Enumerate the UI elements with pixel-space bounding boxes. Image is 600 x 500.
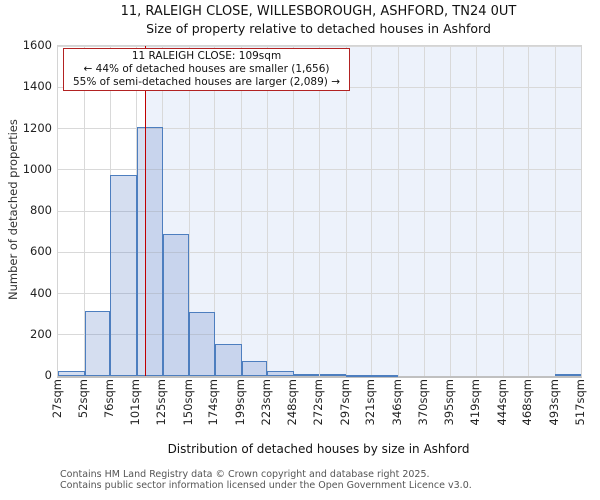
- vertical-gridline: [84, 46, 86, 376]
- x-tick-label: 517sqm: [572, 379, 587, 426]
- x-tick-label: 444sqm: [494, 379, 509, 426]
- vertical-gridline: [214, 46, 216, 376]
- y-tick-label: 600: [30, 244, 52, 259]
- histogram-bar: [214, 344, 242, 376]
- vertical-gridline: [345, 46, 347, 376]
- x-tick-label: 223sqm: [258, 379, 273, 426]
- x-tick-label: 52sqm: [76, 379, 91, 419]
- vertical-gridline: [319, 46, 320, 376]
- histogram-bar: [267, 370, 294, 376]
- x-tick-label: 101sqm: [128, 379, 143, 426]
- x-tick-label: 493sqm: [546, 379, 561, 426]
- x-tick-label: 27sqm: [49, 379, 64, 419]
- annotation-line-3: 55% of semi-detached houses are larger (…: [72, 75, 340, 88]
- vertical-gridline: [502, 46, 504, 376]
- footer-line-2: Contains public sector information licen…: [60, 480, 472, 491]
- y-axis-label: Number of detached properties: [6, 119, 20, 301]
- x-tick-label: 272sqm: [311, 379, 325, 426]
- y-tick-label: 200: [30, 326, 52, 341]
- histogram-bar: [58, 370, 85, 376]
- annotation-line-1: 11 RALEIGH CLOSE: 109sqm: [131, 50, 282, 62]
- vertical-gridline: [188, 46, 190, 376]
- vertical-gridline: [397, 46, 399, 376]
- histogram-bar: [293, 373, 320, 376]
- y-tick-label: 400: [30, 285, 52, 300]
- vertical-gridline: [475, 46, 477, 376]
- x-tick-label: 395sqm: [442, 379, 457, 426]
- x-tick-label: 468sqm: [520, 379, 535, 426]
- vertical-gridline: [450, 46, 452, 376]
- annotation-line-2: ← 44% of detached houses are smaller (1,…: [83, 62, 330, 75]
- y-tick-label: 1200: [22, 120, 52, 135]
- histogram-bar: [319, 374, 347, 377]
- x-tick-label: 76sqm: [101, 379, 116, 419]
- histogram-bar: [241, 360, 268, 376]
- x-tick-label: 150sqm: [180, 379, 195, 426]
- y-tick-label: 1600: [22, 38, 52, 52]
- histogram-bar: [110, 174, 137, 376]
- vertical-gridline: [423, 46, 425, 376]
- y-tick-label: 800: [30, 203, 52, 217]
- property-size-marker-line: [144, 46, 147, 376]
- x-tick-label: 297sqm: [337, 379, 352, 426]
- histogram-bar: [136, 127, 163, 376]
- annotation-box: 11 RALEIGH CLOSE: 109sqm ← 44% of detach…: [63, 48, 350, 92]
- histogram-bar: [555, 374, 581, 377]
- vertical-gridline: [528, 46, 530, 376]
- x-tick-label: 370sqm: [415, 379, 430, 426]
- vertical-gridline: [241, 46, 243, 376]
- histogram-bar: [84, 311, 111, 376]
- histogram-bar: [371, 374, 399, 377]
- histogram-bar: [162, 233, 190, 376]
- chart-subtitle: Size of property relative to detached ho…: [146, 21, 491, 36]
- x-tick-label: 199sqm: [233, 379, 248, 426]
- y-tick-label: 1000: [22, 161, 52, 176]
- x-tick-label: 321sqm: [363, 379, 378, 426]
- vertical-gridline: [554, 46, 556, 376]
- plot-area: [57, 45, 582, 378]
- vertical-gridline: [266, 46, 268, 376]
- vertical-gridline: [162, 46, 164, 376]
- chart-title: 11, RALEIGH CLOSE, WILLESBOROUGH, ASHFOR…: [120, 4, 517, 19]
- vertical-gridline: [371, 46, 373, 376]
- x-tick-label: 248sqm: [285, 379, 300, 426]
- footer-line-1: Contains HM Land Registry data © Crown c…: [60, 469, 430, 480]
- histogram-bar: [346, 374, 372, 377]
- y-tick-label: 0: [44, 368, 52, 382]
- x-tick-label: 419sqm: [467, 379, 482, 426]
- histogram-bar: [189, 312, 215, 376]
- x-tick-label: 125sqm: [154, 379, 169, 426]
- x-tick-label: 174sqm: [206, 379, 221, 426]
- vertical-gridline: [293, 46, 295, 376]
- x-tick-label: 346sqm: [389, 379, 404, 426]
- x-axis-label: Distribution of detached houses by size …: [167, 442, 470, 456]
- y-tick-label: 1400: [22, 79, 52, 94]
